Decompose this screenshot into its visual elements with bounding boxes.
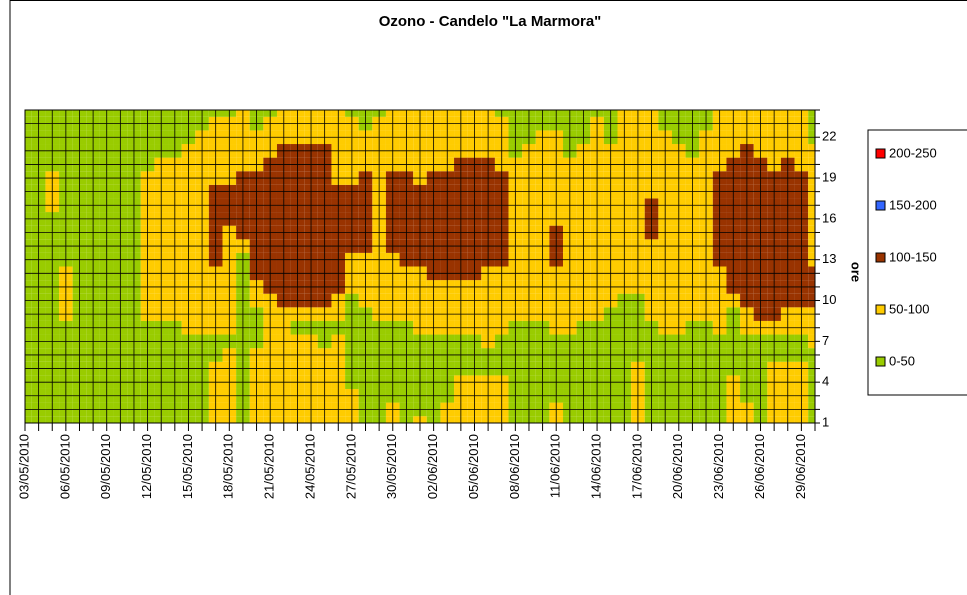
- chart-title: Ozono - Candelo "La Marmora": [379, 13, 602, 30]
- x-tick-label: 03/05/2010: [16, 434, 31, 499]
- y-tick-label: 19: [822, 169, 836, 184]
- contour-cell: [808, 110, 815, 117]
- contour-cell: [808, 416, 815, 423]
- y-tick-label: 13: [822, 251, 836, 266]
- x-tick-label: 11/06/2010: [548, 434, 563, 498]
- x-tick-label: 29/06/2010: [793, 434, 808, 499]
- legend-label: 150-200: [889, 197, 937, 212]
- x-tick-label: 15/05/2010: [180, 434, 195, 499]
- x-tick-label: 21/05/2010: [262, 434, 277, 499]
- legend-swatch: [875, 304, 886, 315]
- x-tick-label: 05/06/2010: [466, 434, 481, 499]
- y-tick-label: 10: [822, 292, 836, 307]
- x-tick-label: 26/06/2010: [752, 434, 767, 499]
- legend-swatch: [875, 200, 886, 211]
- y-tick-label: 22: [822, 129, 836, 144]
- contour-cell: [25, 110, 32, 117]
- x-tick-label: 27/05/2010: [343, 434, 358, 499]
- y-tick-label: 16: [822, 210, 836, 225]
- legend-swatch: [875, 252, 886, 263]
- x-tick-label: 09/05/2010: [98, 434, 113, 499]
- x-tick-label: 20/06/2010: [670, 434, 685, 499]
- y-tick-label: 7: [822, 333, 829, 348]
- legend-label: 0-50: [889, 353, 915, 368]
- legend-label: 200-250: [889, 145, 937, 160]
- x-tick-label: 14/06/2010: [589, 434, 604, 499]
- x-tick-label: 30/05/2010: [384, 434, 399, 499]
- contour-cell: [25, 416, 32, 423]
- x-tick-label: 02/06/2010: [425, 434, 440, 499]
- legend-label: 100-150: [889, 249, 937, 264]
- legend-label: 50-100: [889, 301, 929, 316]
- x-tick-label: 23/06/2010: [711, 434, 726, 499]
- x-tick-label: 12/05/2010: [139, 434, 154, 499]
- x-tick-label: 06/05/2010: [57, 434, 72, 499]
- y-axis-title: ore: [849, 262, 864, 282]
- y-tick-label: 4: [822, 374, 829, 389]
- y-tick-label: 1: [822, 414, 829, 429]
- x-tick-label: 17/06/2010: [629, 434, 644, 499]
- legend-swatch: [875, 356, 886, 367]
- x-tick-label: 18/05/2010: [221, 434, 236, 499]
- legend-swatch: [875, 148, 886, 159]
- x-tick-label: 08/06/2010: [507, 434, 522, 499]
- x-tick-label: 24/05/2010: [302, 434, 317, 499]
